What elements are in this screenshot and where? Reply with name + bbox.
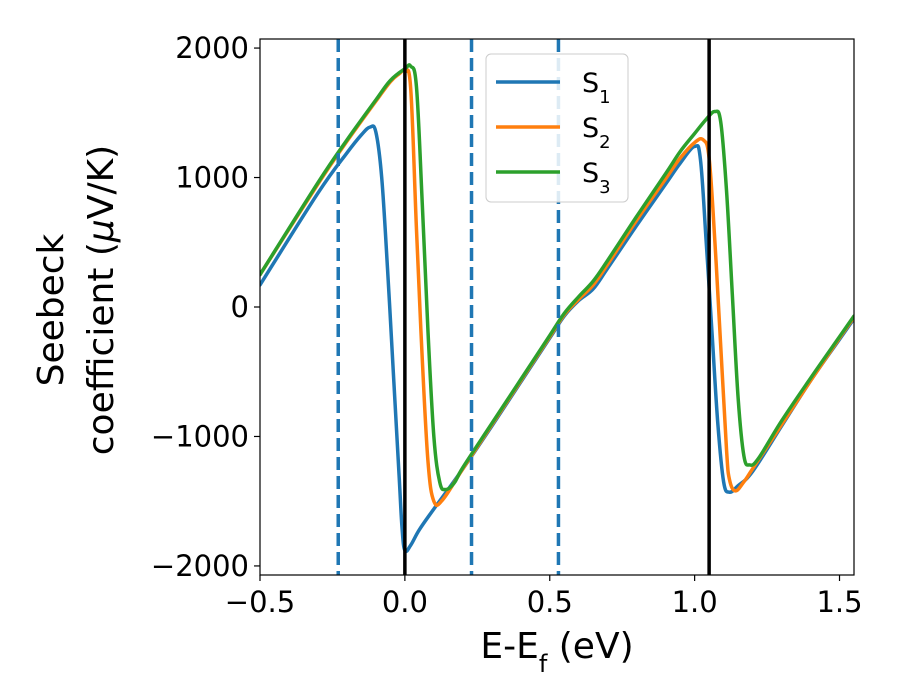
y-axis-label-line1: Seebeck [31, 233, 72, 386]
legend-label-s2: S2 [582, 113, 611, 153]
y-axis-label-unit: V/K) [81, 145, 122, 219]
legend: S1 S2 S3 [485, 53, 629, 203]
y-tick-label: 0 [231, 290, 249, 324]
plot-area [260, 39, 854, 575]
legend-label-s1: S1 [582, 68, 611, 108]
legend-label-s3: S3 [582, 158, 611, 198]
series-line-s3 [260, 63, 854, 492]
y-tick-label: −2000 [151, 549, 249, 583]
y-tick-label: −1000 [151, 419, 249, 453]
x-axis-label-sub: f [539, 650, 548, 678]
y-axis-label: Seebeck coefficient (μV/K) [31, 145, 122, 455]
x-axis-label-unit: (eV) [547, 626, 633, 667]
x-axis-label: E-Ef (eV) [480, 626, 633, 678]
x-tick-label: −0.5 [225, 585, 295, 619]
x-tick-label: 0.5 [527, 585, 573, 619]
y-axis-label-line2: coefficient (μV/K) [81, 145, 122, 455]
y-axis-label-mu: μ [81, 219, 122, 243]
y-tick-label: 2000 [175, 31, 249, 65]
x-tick-label: 1.5 [816, 585, 862, 619]
x-tick-label: 0.0 [382, 585, 428, 619]
x-tick-label: 1.0 [672, 585, 718, 619]
x-axis-label-main: E-E [480, 626, 538, 667]
y-axis-label-text: coefficient ( [81, 242, 122, 455]
axis-ticks: −0.5 0.0 0.5 1.0 1.5 −2000 −1000 0 1000 2000 [151, 31, 863, 619]
y-tick-label: 1000 [175, 161, 249, 195]
